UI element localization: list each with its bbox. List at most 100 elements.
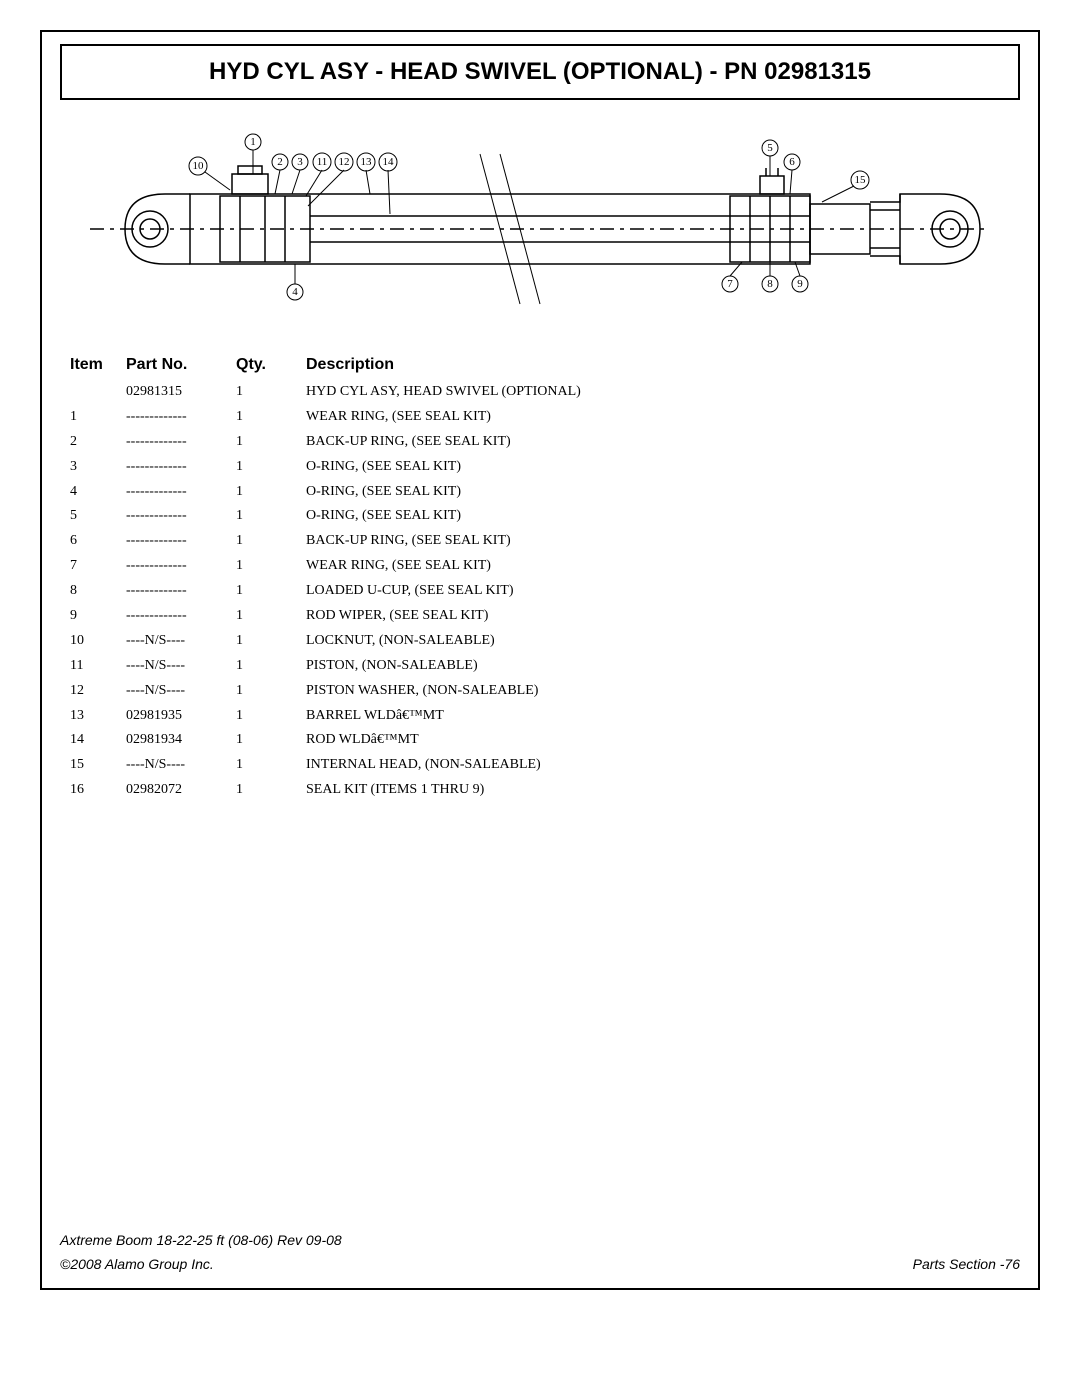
table-row: 15----N/S----1INTERNAL HEAD, (NON-SALEAB… [66, 753, 1014, 778]
cell-qty: 1 [236, 408, 306, 427]
col-part: Part No. [126, 356, 236, 374]
cell-part: ------------- [126, 483, 236, 502]
cell-item: 1 [66, 408, 126, 427]
cell-desc: LOCKNUT, (NON-SALEABLE) [306, 632, 1014, 651]
table-row: 3-------------1O-RING, (SEE SEAL KIT) [66, 455, 1014, 480]
title-text: HYD CYL ASY - HEAD SWIVEL (OPTIONAL) - P… [209, 58, 871, 85]
callout-1: 1 [250, 136, 256, 148]
cell-qty: 1 [236, 383, 306, 402]
cell-part: ------------- [126, 433, 236, 452]
table-row: 13029819351BARREL WLDâ€™MT [66, 704, 1014, 729]
callout-10: 10 [193, 160, 205, 172]
cell-qty: 1 [236, 657, 306, 676]
cell-part: 02981935 [126, 707, 236, 726]
cell-item: 5 [66, 507, 126, 526]
cell-qty: 1 [236, 532, 306, 551]
cell-part: 02981315 [126, 383, 236, 402]
cell-part: ----N/S---- [126, 756, 236, 775]
col-item: Item [66, 356, 126, 374]
col-desc: Description [306, 356, 1014, 374]
cell-desc: O-RING, (SEE SEAL KIT) [306, 483, 1014, 502]
cell-part: ------------- [126, 582, 236, 601]
cell-part: ------------- [126, 557, 236, 576]
cell-part: 02981934 [126, 731, 236, 750]
table-row: 029813151HYD CYL ASY, HEAD SWIVEL (OPTIO… [66, 380, 1014, 405]
cell-desc: HYD CYL ASY, HEAD SWIVEL (OPTIONAL) [306, 383, 1014, 402]
cell-qty: 1 [236, 557, 306, 576]
table-row: 7-------------1WEAR RING, (SEE SEAL KIT) [66, 554, 1014, 579]
table-row: 16029820721SEAL KIT (ITEMS 1 THRU 9) [66, 778, 1014, 803]
cell-part: ------------- [126, 458, 236, 477]
cell-qty: 1 [236, 781, 306, 800]
footer-revision: Axtreme Boom 18-22-25 ft (08-06) Rev 09-… [60, 1232, 342, 1248]
cell-qty: 1 [236, 682, 306, 701]
cell-desc: LOADED U-CUP, (SEE SEAL KIT) [306, 582, 1014, 601]
cell-part: ------------- [126, 607, 236, 626]
cell-desc: WEAR RING, (SEE SEAL KIT) [306, 408, 1014, 427]
callout-13: 13 [361, 156, 373, 168]
cylinder-diagram: 1 10 2 3 11 12 13 14 4 5 6 15 7 8 9 [66, 124, 1014, 334]
cell-desc: ROD WLDâ€™MT [306, 731, 1014, 750]
cell-desc: O-RING, (SEE SEAL KIT) [306, 507, 1014, 526]
cell-part: ----N/S---- [126, 682, 236, 701]
cell-part: ----N/S---- [126, 657, 236, 676]
table-row: 2-------------1BACK-UP RING, (SEE SEAL K… [66, 430, 1014, 455]
cell-desc: BACK-UP RING, (SEE SEAL KIT) [306, 433, 1014, 452]
callout-11: 11 [317, 156, 328, 168]
table-row: 5-------------1O-RING, (SEE SEAL KIT) [66, 504, 1014, 529]
table-row: 11----N/S----1PISTON, (NON-SALEABLE) [66, 654, 1014, 679]
cell-part: ------------- [126, 532, 236, 551]
table-row: 8-------------1LOADED U-CUP, (SEE SEAL K… [66, 579, 1014, 604]
cell-qty: 1 [236, 458, 306, 477]
callout-4: 4 [292, 286, 298, 298]
cell-item: 2 [66, 433, 126, 452]
page-title: HYD CYL ASY - HEAD SWIVEL (OPTIONAL) - P… [60, 44, 1020, 100]
cell-desc: SEAL KIT (ITEMS 1 THRU 9) [306, 781, 1014, 800]
cell-item: 9 [66, 607, 126, 626]
cell-desc: INTERNAL HEAD, (NON-SALEABLE) [306, 756, 1014, 775]
cell-desc: WEAR RING, (SEE SEAL KIT) [306, 557, 1014, 576]
cell-item: 13 [66, 707, 126, 726]
cell-desc: O-RING, (SEE SEAL KIT) [306, 458, 1014, 477]
cell-qty: 1 [236, 756, 306, 775]
cell-qty: 1 [236, 632, 306, 651]
cell-item: 16 [66, 781, 126, 800]
callout-2: 2 [277, 156, 283, 168]
callout-14: 14 [383, 156, 395, 168]
page-frame: HYD CYL ASY - HEAD SWIVEL (OPTIONAL) - P… [40, 30, 1040, 1290]
cell-qty: 1 [236, 582, 306, 601]
callout-9: 9 [797, 278, 803, 290]
cell-qty: 1 [236, 731, 306, 750]
cell-qty: 1 [236, 707, 306, 726]
cell-item: 7 [66, 557, 126, 576]
cell-desc: BARREL WLDâ€™MT [306, 707, 1014, 726]
cell-item: 8 [66, 582, 126, 601]
cell-item: 6 [66, 532, 126, 551]
cell-item: 14 [66, 731, 126, 750]
cell-desc: PISTON, (NON-SALEABLE) [306, 657, 1014, 676]
cell-qty: 1 [236, 433, 306, 452]
cell-desc: ROD WIPER, (SEE SEAL KIT) [306, 607, 1014, 626]
table-row: 4-------------1O-RING, (SEE SEAL KIT) [66, 480, 1014, 505]
cell-desc: PISTON WASHER, (NON-SALEABLE) [306, 682, 1014, 701]
cell-desc: BACK-UP RING, (SEE SEAL KIT) [306, 532, 1014, 551]
callout-15: 15 [855, 174, 867, 186]
callout-8: 8 [767, 278, 773, 290]
footer-section: Parts Section -76 [913, 1256, 1020, 1272]
cell-item: 15 [66, 756, 126, 775]
table-header: Item Part No. Qty. Description [66, 352, 1014, 380]
footer-copyright: ©2008 Alamo Group Inc. [60, 1256, 214, 1272]
cell-item: 10 [66, 632, 126, 651]
callout-7: 7 [727, 278, 733, 290]
cell-qty: 1 [236, 483, 306, 502]
table-row: 12----N/S----1PISTON WASHER, (NON-SALEAB… [66, 679, 1014, 704]
callout-5: 5 [767, 142, 773, 154]
table-row: 14029819341ROD WLDâ€™MT [66, 728, 1014, 753]
cell-item: 3 [66, 458, 126, 477]
cell-part: 02982072 [126, 781, 236, 800]
col-qty: Qty. [236, 356, 306, 374]
cell-item [66, 383, 126, 402]
cell-qty: 1 [236, 607, 306, 626]
footer-bottom: ©2008 Alamo Group Inc. Parts Section -76 [60, 1256, 1020, 1272]
table-row: 1-------------1WEAR RING, (SEE SEAL KIT) [66, 405, 1014, 430]
